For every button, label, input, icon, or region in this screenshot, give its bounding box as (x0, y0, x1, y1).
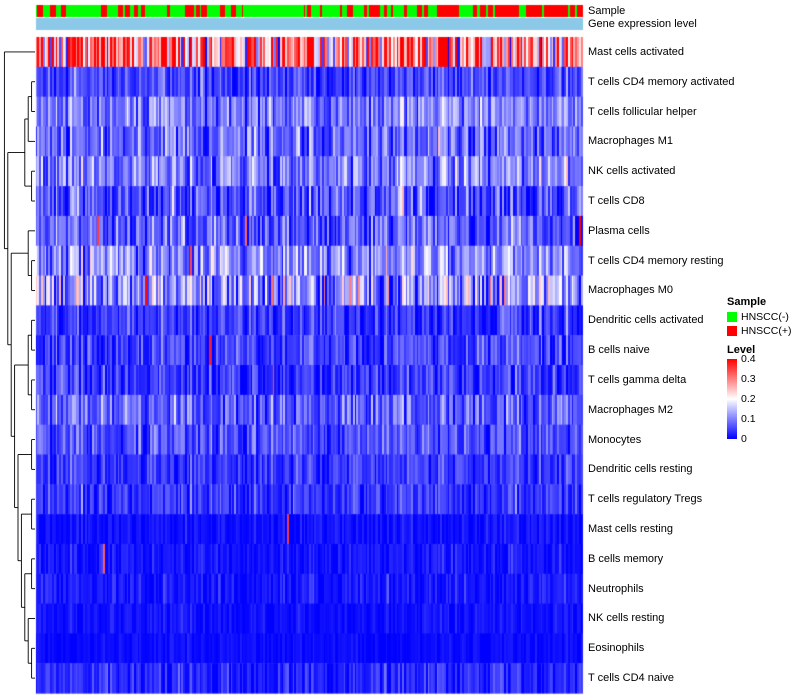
row-label-t-cells-gamma-delta: T cells gamma delta (588, 373, 687, 386)
row-label-t-cells-cd4-memory-resting: T cells CD4 memory resting (588, 254, 724, 267)
level-tick-0.4: 0.4 (741, 353, 756, 365)
legend-sample-title: Sample (727, 296, 767, 308)
row-label-t-cells-follicular-helper: T cells follicular helper (588, 105, 697, 118)
row-label-b-cells-memory: B cells memory (588, 552, 664, 565)
hnscc-negative-swatch (727, 312, 737, 322)
row-label-b-cells-naive: B cells naive (588, 344, 650, 357)
row-label-nk-cells-resting: NK cells resting (588, 612, 665, 625)
level-tick-0.2: 0.2 (741, 393, 756, 405)
row-label-mast-cells-resting: Mast cells resting (588, 523, 673, 536)
row-label-nk-cells-activated: NK cells activated (588, 165, 676, 178)
row-label-macrophages-m2: Macrophages M2 (588, 403, 673, 416)
level-tick-0.3: 0.3 (741, 373, 756, 385)
hnscc-positive-label: HNSCC(+) (741, 325, 792, 337)
gene-expression-annotation-label: Gene expression level (588, 18, 697, 30)
row-label-mast-cells-activated: Mast cells activated (588, 45, 684, 58)
row-label-t-cells-cd8: T cells CD8 (588, 195, 645, 207)
level-tick-0: 0 (741, 433, 747, 445)
row-label-monocytes: Monocytes (588, 433, 642, 446)
legend-item-hnscc-positive: HNSCC(+) (727, 325, 799, 337)
legend-item-hnscc-negative: HNSCC(-) (727, 311, 799, 323)
row-label-plasma-cells: Plasma cells (588, 224, 650, 237)
row-label-dendritic-cells-activated: Dendritic cells activated (588, 314, 704, 327)
level-tick-0.1: 0.1 (741, 413, 756, 425)
row-label-macrophages-m1: Macrophages M1 (588, 135, 673, 148)
row-dendrogram (3, 51, 35, 679)
level-colorbar (727, 359, 737, 439)
legend: Sample HNSCC(-) HNSCC(+) Level 0.4 0.3 0.2… (727, 296, 799, 445)
row-label-eosinophils: Eosinophils (588, 642, 645, 655)
level-scale: 0.4 0.3 0.2 0.1 0 (727, 354, 799, 445)
sample-annotation-label: Sample (588, 5, 626, 17)
hnscc-negative-label: HNSCC(-) (741, 311, 789, 323)
legend-level-title: Level (727, 344, 756, 356)
row-label-t-cells-cd4-memory-activated: T cells CD4 memory activated (588, 75, 735, 88)
row-label-t-cells-cd4-naive: T cells CD4 naive (588, 672, 674, 685)
row-label-neutrophils: Neutrophils (588, 582, 644, 595)
row-label-macrophages-m0: Macrophages M0 (588, 284, 673, 297)
row-label-dendritic-cells-resting: Dendritic cells resting (588, 463, 693, 476)
row-label-t-cells-regulatory-tregs: T cells regulatory Tregs (588, 493, 703, 506)
hnscc-positive-swatch (727, 326, 737, 336)
